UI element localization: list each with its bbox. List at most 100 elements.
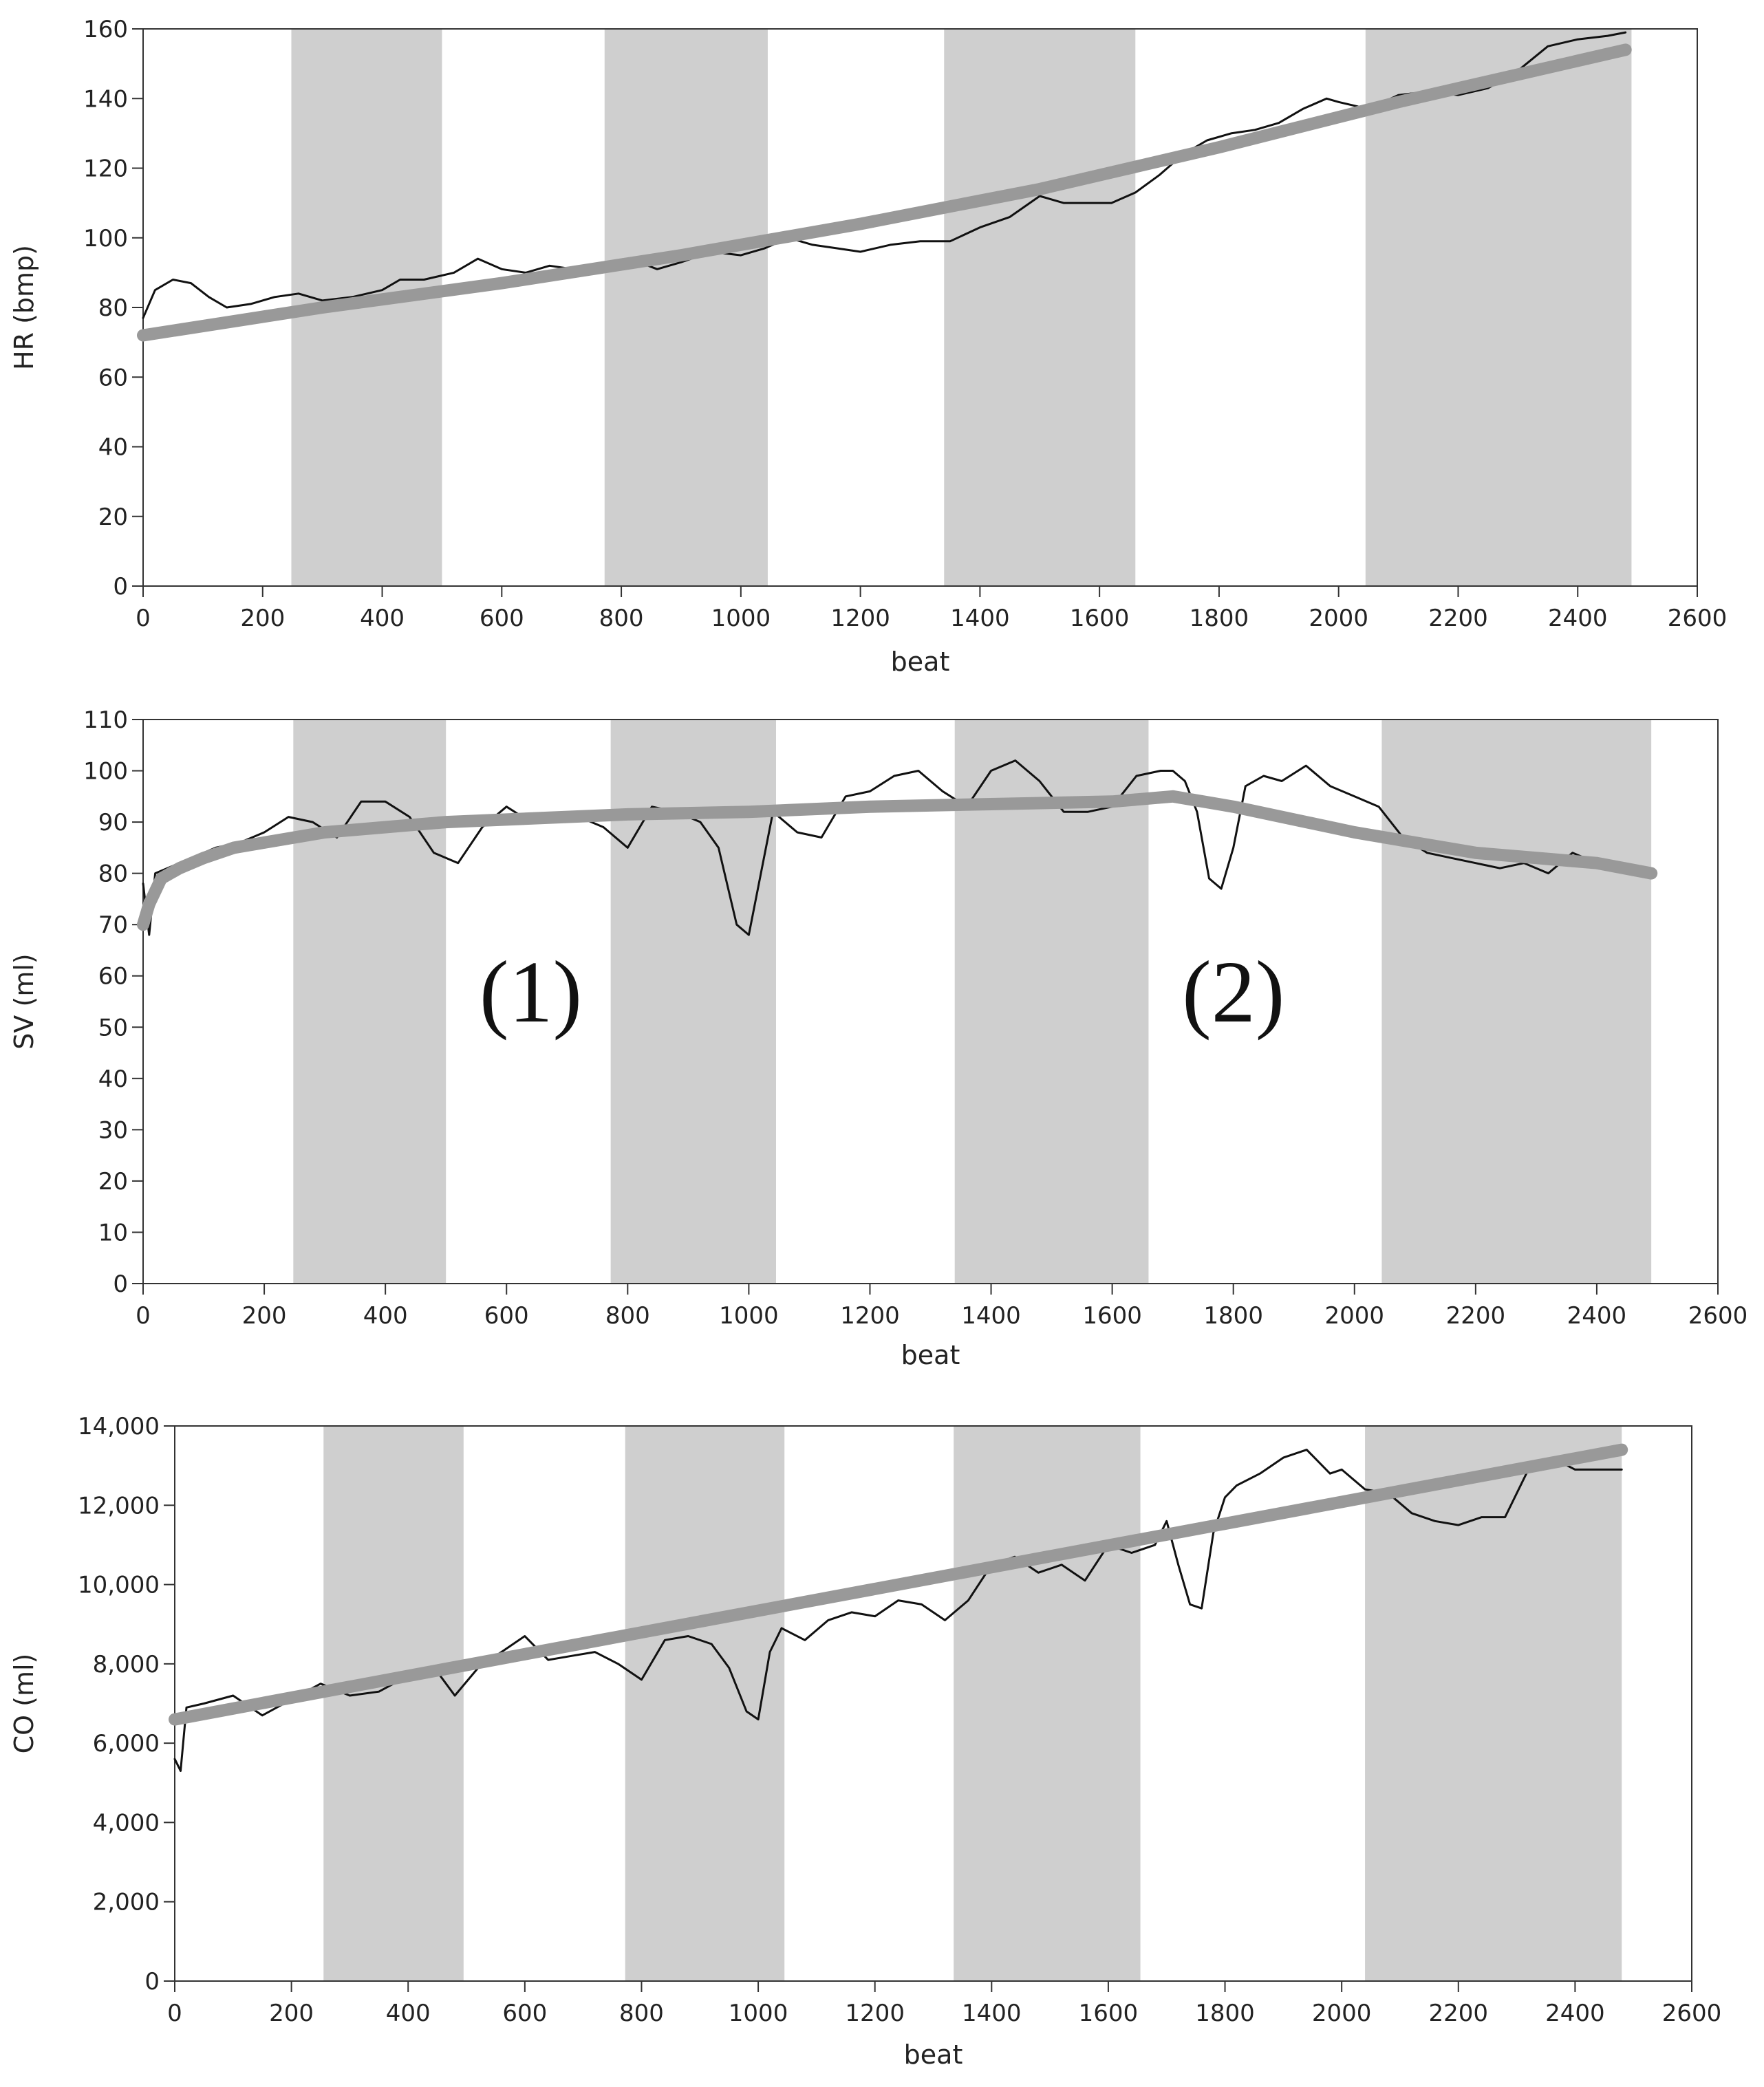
x-tick-label: 1800 xyxy=(1203,1302,1263,1330)
y-tick-label: 40 xyxy=(98,1066,128,1093)
plot-frame xyxy=(142,719,1719,1284)
x-tick-label: 800 xyxy=(619,2000,664,2027)
x-tick-label: 800 xyxy=(599,605,644,632)
x-tick-label: 1000 xyxy=(711,605,771,632)
y-tick-label: 2,000 xyxy=(93,1889,160,1916)
x-tick-label: 1600 xyxy=(1082,1302,1142,1330)
x-tick-label: 2000 xyxy=(1312,2000,1372,2027)
x-tick-label: 200 xyxy=(240,605,285,632)
x-axis-label: beat xyxy=(901,1340,960,1370)
y-tick-label: 10,000 xyxy=(78,1572,160,1599)
y-tick-label: 100 xyxy=(83,225,128,252)
y-tick-label: 10 xyxy=(98,1219,128,1246)
annotation-1: (1) xyxy=(480,943,582,1041)
x-tick-label: 2600 xyxy=(1662,2000,1722,2027)
y-tick-label: 20 xyxy=(98,504,128,531)
raw-series-line xyxy=(173,1449,1623,1772)
shaded-region-2 xyxy=(604,29,768,586)
y-tick-label: 80 xyxy=(98,294,128,322)
y-axis-label: CO (ml) xyxy=(9,1654,39,1754)
y-tick-label: 50 xyxy=(98,1014,128,1041)
x-tick-label: 400 xyxy=(386,2000,431,2027)
x-tick-label: 1600 xyxy=(1079,2000,1139,2027)
x-tick-label: 1600 xyxy=(1070,605,1130,632)
shaded-region-2 xyxy=(610,720,777,1284)
x-tick-label: 1000 xyxy=(719,1302,779,1330)
y-tick-label: 70 xyxy=(98,911,128,939)
shaded-region-3 xyxy=(954,720,1149,1284)
plot-frame xyxy=(174,1425,1692,1982)
y-tick-label: 8,000 xyxy=(93,1651,160,1678)
y-tick-label: 80 xyxy=(98,861,128,888)
shaded-region-1 xyxy=(323,1426,464,1981)
x-tick-label: 1200 xyxy=(830,605,890,632)
x-tick-label: 1200 xyxy=(840,1302,900,1330)
y-tick-label: 120 xyxy=(83,155,128,183)
chart-panel-sv: 0 10 20 30 40 50 60 70 80 90 100 110 0 200 400 600 800 10… xyxy=(9,706,1747,1370)
x-tick-label: 1400 xyxy=(962,2000,1022,2027)
y-tick-label: 140 xyxy=(83,85,128,113)
x-tick-label: 0 xyxy=(167,2000,182,2027)
x-tick-label: 0 xyxy=(136,605,151,632)
y-axis-label: HR (bmp) xyxy=(9,245,39,370)
x-tick-label: 1400 xyxy=(961,1302,1021,1330)
x-tick-label: 2200 xyxy=(1429,2000,1489,2027)
shaded-region-4 xyxy=(1365,29,1632,586)
x-tick-label: 1200 xyxy=(845,2000,905,2027)
x-tick-label: 1400 xyxy=(950,605,1010,632)
x-tick-label: 400 xyxy=(360,605,405,632)
y-tick-label: 110 xyxy=(83,706,128,734)
y-tick-label: 40 xyxy=(98,434,128,462)
y-tick-label: 60 xyxy=(98,364,128,391)
y-tick-label: 14,000 xyxy=(78,1413,160,1440)
y-tick-label: 0 xyxy=(144,1968,160,1996)
y-tick-label: 20 xyxy=(98,1168,128,1196)
trend-line xyxy=(137,43,1632,342)
annotation-2: (2) xyxy=(1182,943,1284,1041)
x-tick-label: 2400 xyxy=(1545,2000,1605,2027)
raw-series-line xyxy=(142,31,1627,319)
shaded-region-1 xyxy=(293,720,447,1284)
y-tick-label: 30 xyxy=(98,1116,128,1144)
x-tick-label: 2400 xyxy=(1548,605,1608,632)
x-tick-label: 200 xyxy=(242,1302,287,1330)
x-tick-label: 2200 xyxy=(1446,1302,1506,1330)
x-tick-label: 2000 xyxy=(1309,605,1368,632)
x-tick-label: 1000 xyxy=(729,2000,788,2027)
x-tick-label: 2600 xyxy=(1668,605,1728,632)
shaded-region-4 xyxy=(1365,1426,1622,1981)
y-tick-label: 4,000 xyxy=(93,1809,160,1837)
x-tick-label: 1800 xyxy=(1195,2000,1255,2027)
x-axis-label: beat xyxy=(904,2040,963,2070)
y-tick-label: 12,000 xyxy=(78,1492,160,1520)
x-tick-label: 200 xyxy=(269,2000,314,2027)
x-tick-label: 2200 xyxy=(1428,605,1488,632)
x-tick-label: 400 xyxy=(363,1302,408,1330)
y-tick-label: 0 xyxy=(113,573,128,601)
x-tick-label: 2400 xyxy=(1567,1302,1627,1330)
y-tick-label: 100 xyxy=(83,758,128,786)
chart-panel-co: 0 2,000 4,000 6,000 8,000 10,000 12,000 14,000 0… xyxy=(9,1413,1721,2070)
y-tick-label: 60 xyxy=(98,963,128,991)
x-tick-label: 0 xyxy=(136,1302,151,1330)
y-tick-label: 0 xyxy=(113,1270,128,1298)
x-tick-label: 600 xyxy=(502,2000,547,2027)
x-tick-label: 1800 xyxy=(1190,605,1249,632)
x-tick-label: 2600 xyxy=(1688,1302,1748,1330)
y-axis-label: SV (ml) xyxy=(9,953,39,1049)
x-tick-label: 800 xyxy=(605,1302,650,1330)
y-tick-label: 90 xyxy=(98,809,128,836)
shaded-region-4 xyxy=(1381,720,1652,1284)
shaded-region-2 xyxy=(625,1426,785,1981)
x-tick-label: 600 xyxy=(484,1302,529,1330)
y-tick-label: 6,000 xyxy=(93,1730,160,1758)
x-tick-label: 2000 xyxy=(1325,1302,1385,1330)
shaded-region-3 xyxy=(944,29,1136,586)
trend-line xyxy=(169,1443,1628,1726)
shaded-region-3 xyxy=(954,1426,1141,1981)
trend-line xyxy=(137,790,1658,931)
y-tick-label: 160 xyxy=(83,16,128,43)
x-axis-label: beat xyxy=(891,647,950,677)
